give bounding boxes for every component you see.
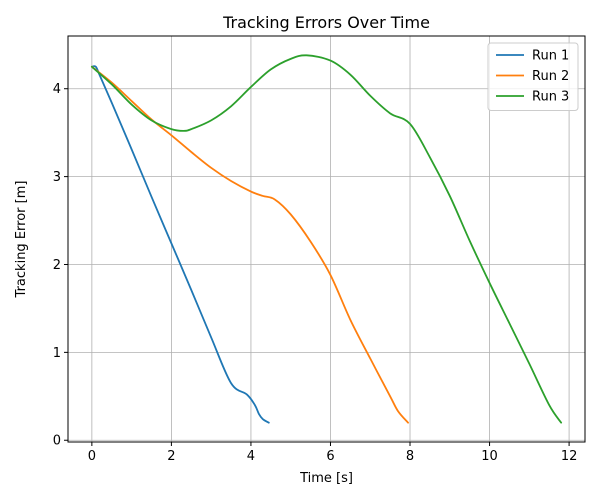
x-axis-title: Time [s]: [299, 471, 353, 486]
x-tick-label: 6: [326, 449, 334, 464]
x-tick-label: 10: [481, 449, 498, 464]
legend-label: Run 2: [532, 69, 569, 84]
y-tick-label: 1: [53, 346, 61, 361]
x-tick-label: 12: [561, 449, 578, 464]
legend: Run 1 Run 2 Run 3: [487, 42, 579, 111]
x-axis-ticks: 0 2 4 6 8 10 12: [88, 442, 578, 464]
y-tick-label: 4: [53, 82, 61, 97]
x-tick-label: 8: [406, 449, 414, 464]
y-tick-label: 0: [53, 434, 61, 449]
y-axis-title: Tracking Error [m]: [14, 181, 29, 299]
series-line-run-3: [90, 54, 563, 424]
x-tick-label: 2: [167, 449, 175, 464]
y-tick-label: 3: [53, 170, 61, 185]
legend-label: Run 3: [532, 90, 569, 105]
y-axis-ticks: 0 1 2 3 4: [53, 82, 68, 449]
x-tick-label: 4: [247, 449, 255, 464]
plot-frame: [67, 35, 586, 443]
x-tick-label: 0: [88, 449, 96, 464]
legend-label: Run 1: [532, 49, 569, 64]
y-tick-label: 2: [53, 258, 61, 273]
chart-title: Tracking Errors Over Time: [222, 13, 430, 32]
grid: [68, 36, 585, 442]
series-line-run-1: [90, 65, 270, 424]
legend-box: [487, 42, 579, 111]
series-lines: [90, 54, 563, 424]
